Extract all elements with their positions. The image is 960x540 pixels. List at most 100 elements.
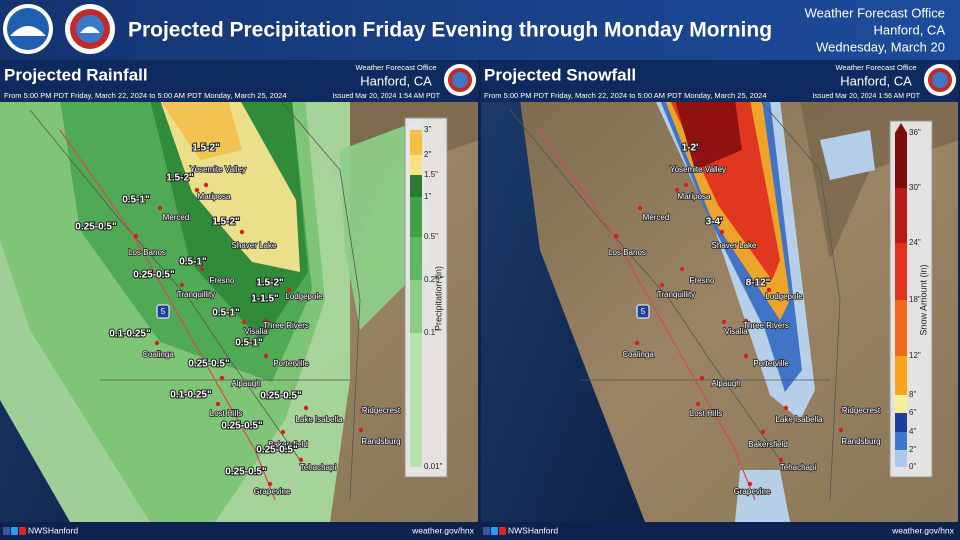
highway — [59, 129, 276, 501]
amount-label: 0.5-1" — [179, 257, 207, 268]
place-dot — [286, 287, 292, 293]
county-line — [759, 100, 841, 501]
social-icon — [499, 527, 506, 535]
footer-bar — [0, 522, 478, 540]
legend-tick: 0.5" — [424, 232, 438, 241]
place-dot — [634, 340, 640, 346]
place-dot — [359, 407, 365, 413]
place-label: Tehachapi — [780, 463, 817, 472]
social-icon — [3, 527, 10, 535]
place-label: Tehachapi — [300, 463, 337, 472]
legend-swatch — [895, 413, 907, 432]
place-dot — [679, 266, 685, 272]
place-label: Yosemite Valley — [190, 165, 246, 174]
place-dot — [743, 318, 749, 324]
place-dot — [179, 282, 185, 288]
amount-label: 0.5-1" — [122, 195, 150, 206]
footer-bar — [480, 522, 958, 540]
place-dot — [157, 205, 163, 211]
panel-period: From 5:00 PM PDT Friday, March 22, 2024 … — [484, 91, 767, 100]
place-label: Lost Hills — [210, 409, 242, 418]
map: 5 Yosemite Valley Mariposa Merced Los Banos F… — [480, 100, 958, 522]
footer-social: NWSHanford — [28, 525, 78, 535]
legend-tick: 2" — [909, 445, 916, 454]
place-label: Tranquillity — [177, 290, 215, 299]
route-shield — [636, 304, 650, 319]
place-label: Three Rivers — [263, 321, 309, 330]
place-label: Shaver Lake — [712, 241, 757, 250]
route-shield — [156, 304, 170, 319]
legend-tick: 24" — [909, 238, 921, 247]
office-name: Weather Forecast Office — [805, 5, 945, 20]
footer-social: NWSHanford — [508, 525, 558, 535]
amount-label: 0.5-1" — [235, 338, 263, 349]
place-label: Three Rivers — [743, 321, 789, 330]
legend-tick: 4" — [909, 427, 916, 436]
legend-swatch — [895, 243, 907, 300]
place-dot — [154, 340, 160, 346]
amount-label: 0.1-0.25" — [170, 390, 212, 401]
legend-swatch — [410, 197, 422, 237]
panel-issued: Issued Mar 20, 2024 1:56 AM PDT — [813, 93, 921, 100]
legend-swatch — [410, 237, 422, 280]
amount-label: 0.25-0.5" — [188, 359, 230, 370]
place-label: Lodgepole — [765, 292, 803, 301]
place-label: Los Banos — [608, 248, 646, 257]
place-label: Alpaugh — [231, 379, 260, 388]
place-label: Mariposa — [678, 192, 711, 201]
legend-swatch — [410, 333, 422, 467]
legend-tick: 0.1" — [424, 328, 438, 337]
place-dot — [263, 353, 269, 359]
amount-label: 0.5-1" — [212, 308, 240, 319]
legend-swatch — [410, 280, 422, 333]
panel-logo-core — [452, 72, 468, 88]
amount-label: 0.1-0.25" — [109, 329, 151, 340]
snow-band — [675, 100, 742, 170]
snowfall-panel: 5 Yosemite Valley Mariposa Merced Los Banos F… — [480, 60, 958, 540]
amount-label: 1-1.5" — [251, 294, 279, 305]
place-label: Merced — [163, 213, 190, 222]
place-label: Tranquillity — [657, 290, 695, 299]
panel-office: Weather Forecast Office — [835, 63, 916, 72]
place-dot — [267, 481, 273, 487]
place-label: Randsburg — [841, 437, 880, 446]
place-label: Grapevine — [254, 487, 291, 496]
place-label: Porterville — [753, 359, 789, 368]
rain-band — [160, 100, 242, 160]
place-dot — [783, 405, 789, 411]
footer-url: weather.gov/hnx — [891, 525, 955, 535]
place-dot — [674, 187, 680, 193]
route-number: 5 — [161, 307, 166, 316]
place-label: Randsburg — [361, 437, 400, 446]
legend-tick: 0.01" — [424, 462, 443, 471]
panel-logo-core — [932, 72, 948, 88]
social-icon — [11, 527, 18, 535]
place-dot — [695, 401, 701, 407]
snow-band — [820, 130, 875, 180]
place-dot — [659, 282, 665, 288]
place-label: Visalia — [724, 327, 748, 336]
place-dot — [683, 182, 689, 188]
amount-label: 0.25-0.5" — [133, 270, 175, 281]
legend-tick: 30" — [909, 183, 921, 192]
ocean — [480, 100, 645, 522]
place-dot — [194, 187, 200, 193]
place-dot — [637, 205, 643, 211]
place-label: Yosemite Valley — [670, 165, 726, 174]
legend-swatch — [410, 175, 422, 197]
panel-title: Projected Snowfall — [484, 65, 636, 84]
place-label: Lost Hills — [690, 409, 722, 418]
place-label: Bakersfield — [268, 440, 308, 449]
header-bar — [0, 0, 960, 60]
place-label: Lake Isabella — [295, 415, 343, 424]
social-icon — [491, 527, 498, 535]
legend-tick: 12" — [909, 351, 921, 360]
place-dot — [699, 375, 705, 381]
place-label: Grapevine — [734, 487, 771, 496]
place-label: Coalinga — [622, 350, 654, 359]
panel-office: Weather Forecast Office — [355, 63, 436, 72]
place-label: Coalinga — [142, 350, 174, 359]
panels: 5 Yosemite Valley Mariposa Merced Los Banos F… — [0, 60, 958, 540]
main-title: Projected Precipitation Friday Evening t… — [128, 19, 772, 42]
